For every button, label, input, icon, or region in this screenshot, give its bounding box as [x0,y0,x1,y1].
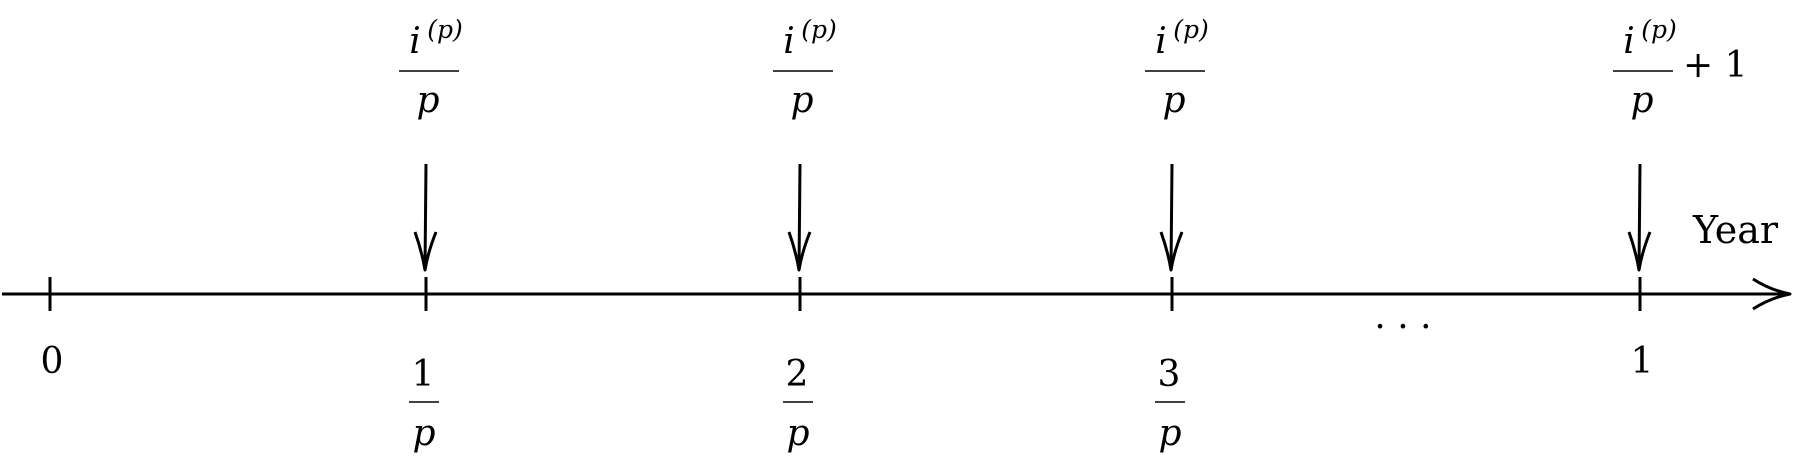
payment-numerator: i [409,21,421,62]
axis-arrowhead-icon [1752,277,1792,311]
tick-label-denominator: p [1158,413,1181,454]
down-arrow-icon [1159,231,1184,272]
payment-plus-one: + 1 [1683,45,1748,86]
payment-numerator: i [1623,21,1635,62]
payment-superscript: (p) [427,15,463,44]
payment-numerator: i [1155,21,1167,62]
axis-label: Year [1692,208,1779,252]
ellipsis: · · · [1374,307,1431,348]
down-arrow-icon [787,231,812,272]
tick-label-numerator: 1 [412,354,435,395]
payment-denominator: p [416,80,439,121]
tick-label-numerator: 3 [1158,354,1181,395]
tick-label: 1 [1631,341,1654,382]
down-arrow-icon [1627,231,1652,272]
payment-arrow-shaft [1169,163,1174,271]
payment-arrow-shaft [423,163,428,271]
payment-denominator: p [1630,80,1653,121]
tick-label-numerator: 2 [786,354,809,395]
payment-superscript: (p) [1641,15,1677,44]
tick-label-denominator: p [786,413,809,454]
payment-numerator: i [783,21,795,62]
down-arrow-icon [413,231,438,272]
payment-arrow-shaft [1637,163,1642,271]
payment-denominator: p [1162,80,1185,121]
payment-denominator: p [790,80,813,121]
payment-superscript: (p) [801,15,837,44]
payment-arrow-shaft [797,163,802,271]
tick-label-denominator: p [412,413,435,454]
payment-superscript: (p) [1173,15,1209,44]
tick-label: 0 [41,341,64,382]
